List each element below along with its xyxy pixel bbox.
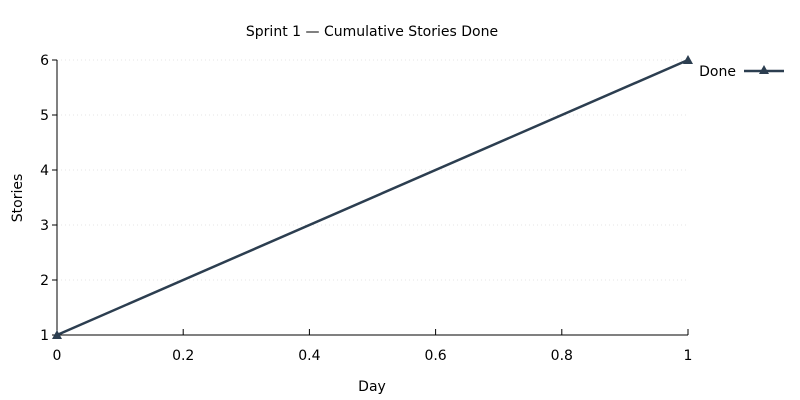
legend-swatch-marker xyxy=(759,65,769,74)
grid xyxy=(57,59,688,281)
axes xyxy=(56,60,688,336)
y-axis-label: Stories xyxy=(10,174,26,223)
y-ticks: 1 2 3 4 5 6 xyxy=(40,53,57,344)
legend: Done xyxy=(699,64,784,80)
series-line-0 xyxy=(56,58,689,337)
x-tick-label: 0.8 xyxy=(551,348,573,364)
y-tick-label: 6 xyxy=(40,53,49,69)
x-tick-label: 0.6 xyxy=(424,348,446,364)
x-axis-label: Day xyxy=(358,379,386,395)
data-point xyxy=(52,330,62,339)
data-point xyxy=(683,55,693,64)
y-tick-label: 5 xyxy=(40,108,49,124)
y-tick-label: 3 xyxy=(40,218,49,234)
y-tick-label: 1 xyxy=(40,328,49,344)
y-tick-label: 2 xyxy=(40,273,49,289)
x-tick-label: 0.2 xyxy=(172,348,194,364)
x-tick-label: 1 xyxy=(684,348,693,364)
x-ticks: 0 0.2 0.4 0.6 0.8 1 xyxy=(53,329,693,364)
x-tick-label: 0 xyxy=(53,348,62,364)
chart-title: Sprint 1 — Cumulative Stories Done xyxy=(246,24,498,40)
legend-label-done: Done xyxy=(699,64,736,80)
x-tick-label: 0.4 xyxy=(298,348,320,364)
y-tick-label: 4 xyxy=(40,163,49,179)
series-layer xyxy=(52,55,693,339)
